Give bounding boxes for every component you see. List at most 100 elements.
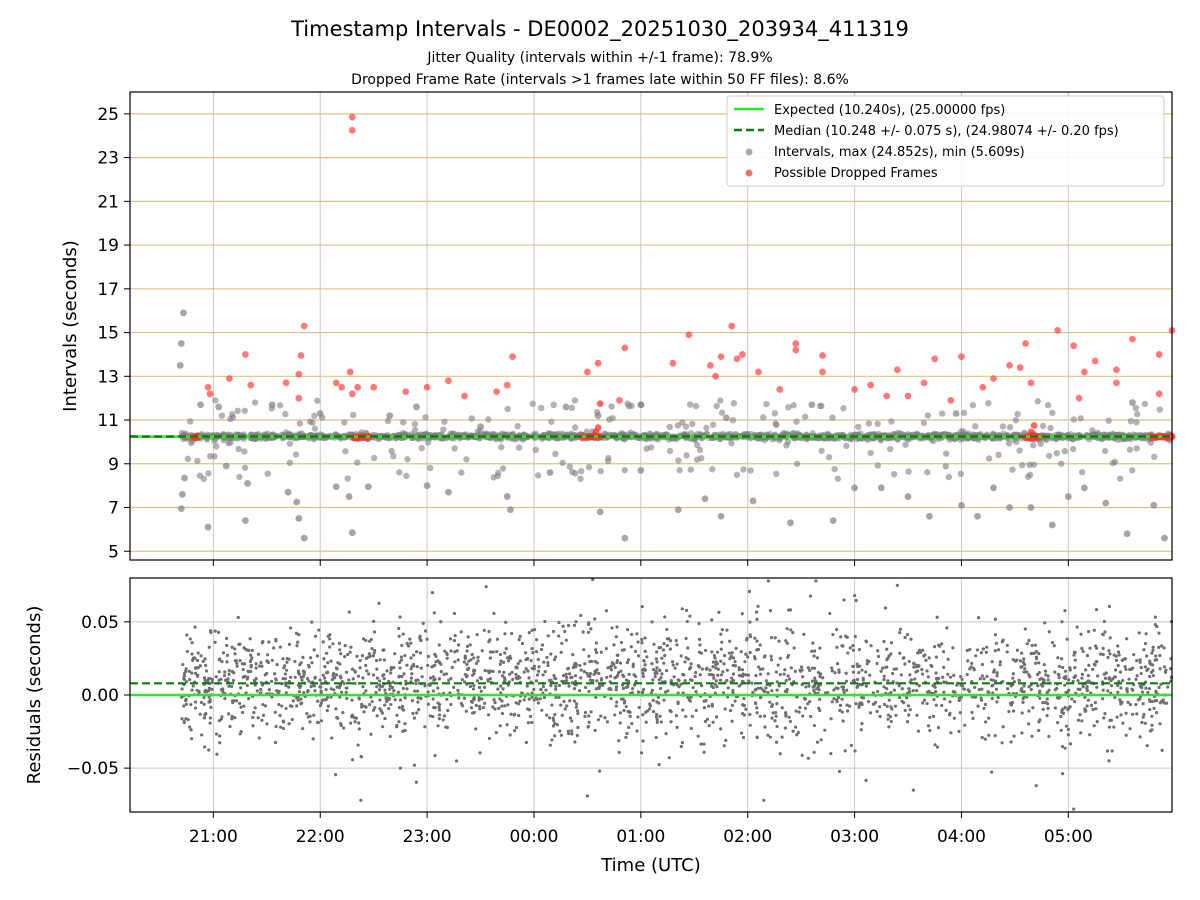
residual-point — [605, 675, 609, 679]
residual-point — [329, 687, 333, 691]
interval-point — [552, 450, 559, 458]
interval-point — [609, 414, 616, 422]
interval-outlier — [268, 401, 276, 409]
residual-point — [818, 674, 822, 679]
residual-points — [179, 577, 1174, 811]
residual-point — [218, 741, 222, 745]
residual-point — [615, 700, 619, 704]
interval-outlier — [316, 410, 324, 417]
residual-point — [415, 665, 419, 669]
residual-point — [313, 634, 318, 638]
residual-point — [926, 690, 930, 694]
residual-point — [615, 660, 619, 665]
residual-point — [773, 636, 777, 640]
residual-point — [993, 734, 997, 738]
interval-outlier — [348, 529, 356, 537]
residual-point — [1000, 640, 1004, 644]
residual-point — [415, 711, 419, 715]
residual-point — [439, 620, 443, 624]
residual-point — [934, 655, 939, 659]
residual-point — [1080, 646, 1084, 651]
residual-point — [907, 713, 911, 717]
residual-point — [436, 701, 440, 705]
residual-point — [1006, 687, 1010, 691]
residual-point — [553, 734, 557, 738]
interval-point — [276, 402, 284, 409]
residual-point — [855, 662, 859, 666]
residual-point — [470, 700, 474, 704]
residual-point — [463, 672, 467, 677]
residual-point — [552, 718, 556, 723]
residual-point — [1105, 749, 1110, 753]
residual-point — [287, 642, 292, 646]
residual-point — [1114, 668, 1118, 672]
residual-point — [879, 669, 883, 673]
residual-point — [946, 672, 950, 676]
interval-point — [425, 439, 432, 446]
residual-point — [1044, 673, 1048, 677]
interval-point — [675, 457, 682, 464]
residual-point — [737, 666, 741, 670]
interval-point — [212, 443, 220, 450]
residual-point — [1131, 712, 1135, 716]
residual-point — [315, 720, 320, 724]
residual-point — [364, 689, 368, 693]
residual-point — [783, 689, 787, 693]
residual-point — [340, 690, 344, 694]
residual-point — [1037, 651, 1041, 656]
residual-point — [984, 650, 988, 654]
residual-point — [658, 714, 662, 718]
residual-point — [191, 684, 195, 688]
residual-point — [428, 714, 432, 718]
residual-point — [802, 632, 806, 636]
residual-point — [722, 654, 727, 658]
residual-point — [836, 695, 841, 700]
residual-point — [313, 689, 317, 693]
residual-outlier — [762, 798, 766, 802]
residual-point — [716, 673, 720, 677]
residual-point — [508, 733, 512, 737]
dropped-frame-point — [819, 352, 826, 359]
residual-point — [636, 715, 640, 719]
residual-point — [764, 686, 768, 690]
interval-point — [426, 464, 434, 472]
interval-point — [696, 446, 704, 454]
residual-point — [511, 677, 515, 682]
residual-point — [981, 647, 985, 651]
residual-point — [589, 627, 593, 631]
residual-point — [203, 689, 207, 694]
residual-point — [273, 710, 277, 714]
residual-point — [237, 642, 241, 646]
residual-point — [748, 633, 752, 637]
residual-point — [536, 701, 541, 705]
residual-point — [378, 707, 382, 711]
residual-point — [185, 649, 189, 654]
top-ytick-label-6: 17 — [97, 280, 119, 300]
residual-point — [251, 715, 255, 720]
residual-point — [920, 672, 925, 676]
residual-point — [864, 670, 868, 674]
residual-point — [1148, 674, 1152, 679]
residual-point — [397, 705, 401, 710]
residual-point — [221, 651, 226, 655]
interval-outlier — [507, 506, 514, 514]
residual-point — [598, 769, 602, 773]
residual-point — [210, 680, 214, 685]
interval-outlier — [300, 534, 308, 542]
residual-point — [674, 639, 678, 643]
residual-point — [466, 635, 470, 639]
residual-point — [594, 641, 599, 645]
interval-outlier — [293, 498, 301, 506]
residual-point — [419, 696, 423, 700]
residual-point — [560, 641, 564, 645]
interval-point — [241, 407, 248, 414]
dropped-frame-point — [706, 361, 714, 369]
residual-point — [823, 728, 827, 732]
residual-point — [679, 682, 683, 686]
residual-point — [668, 647, 672, 651]
bottom-y-axis-label: Residuals (seconds) — [24, 606, 45, 785]
residual-point — [665, 643, 669, 648]
residual-point — [250, 656, 254, 660]
residual-point — [922, 698, 927, 702]
residual-point — [1059, 714, 1063, 719]
